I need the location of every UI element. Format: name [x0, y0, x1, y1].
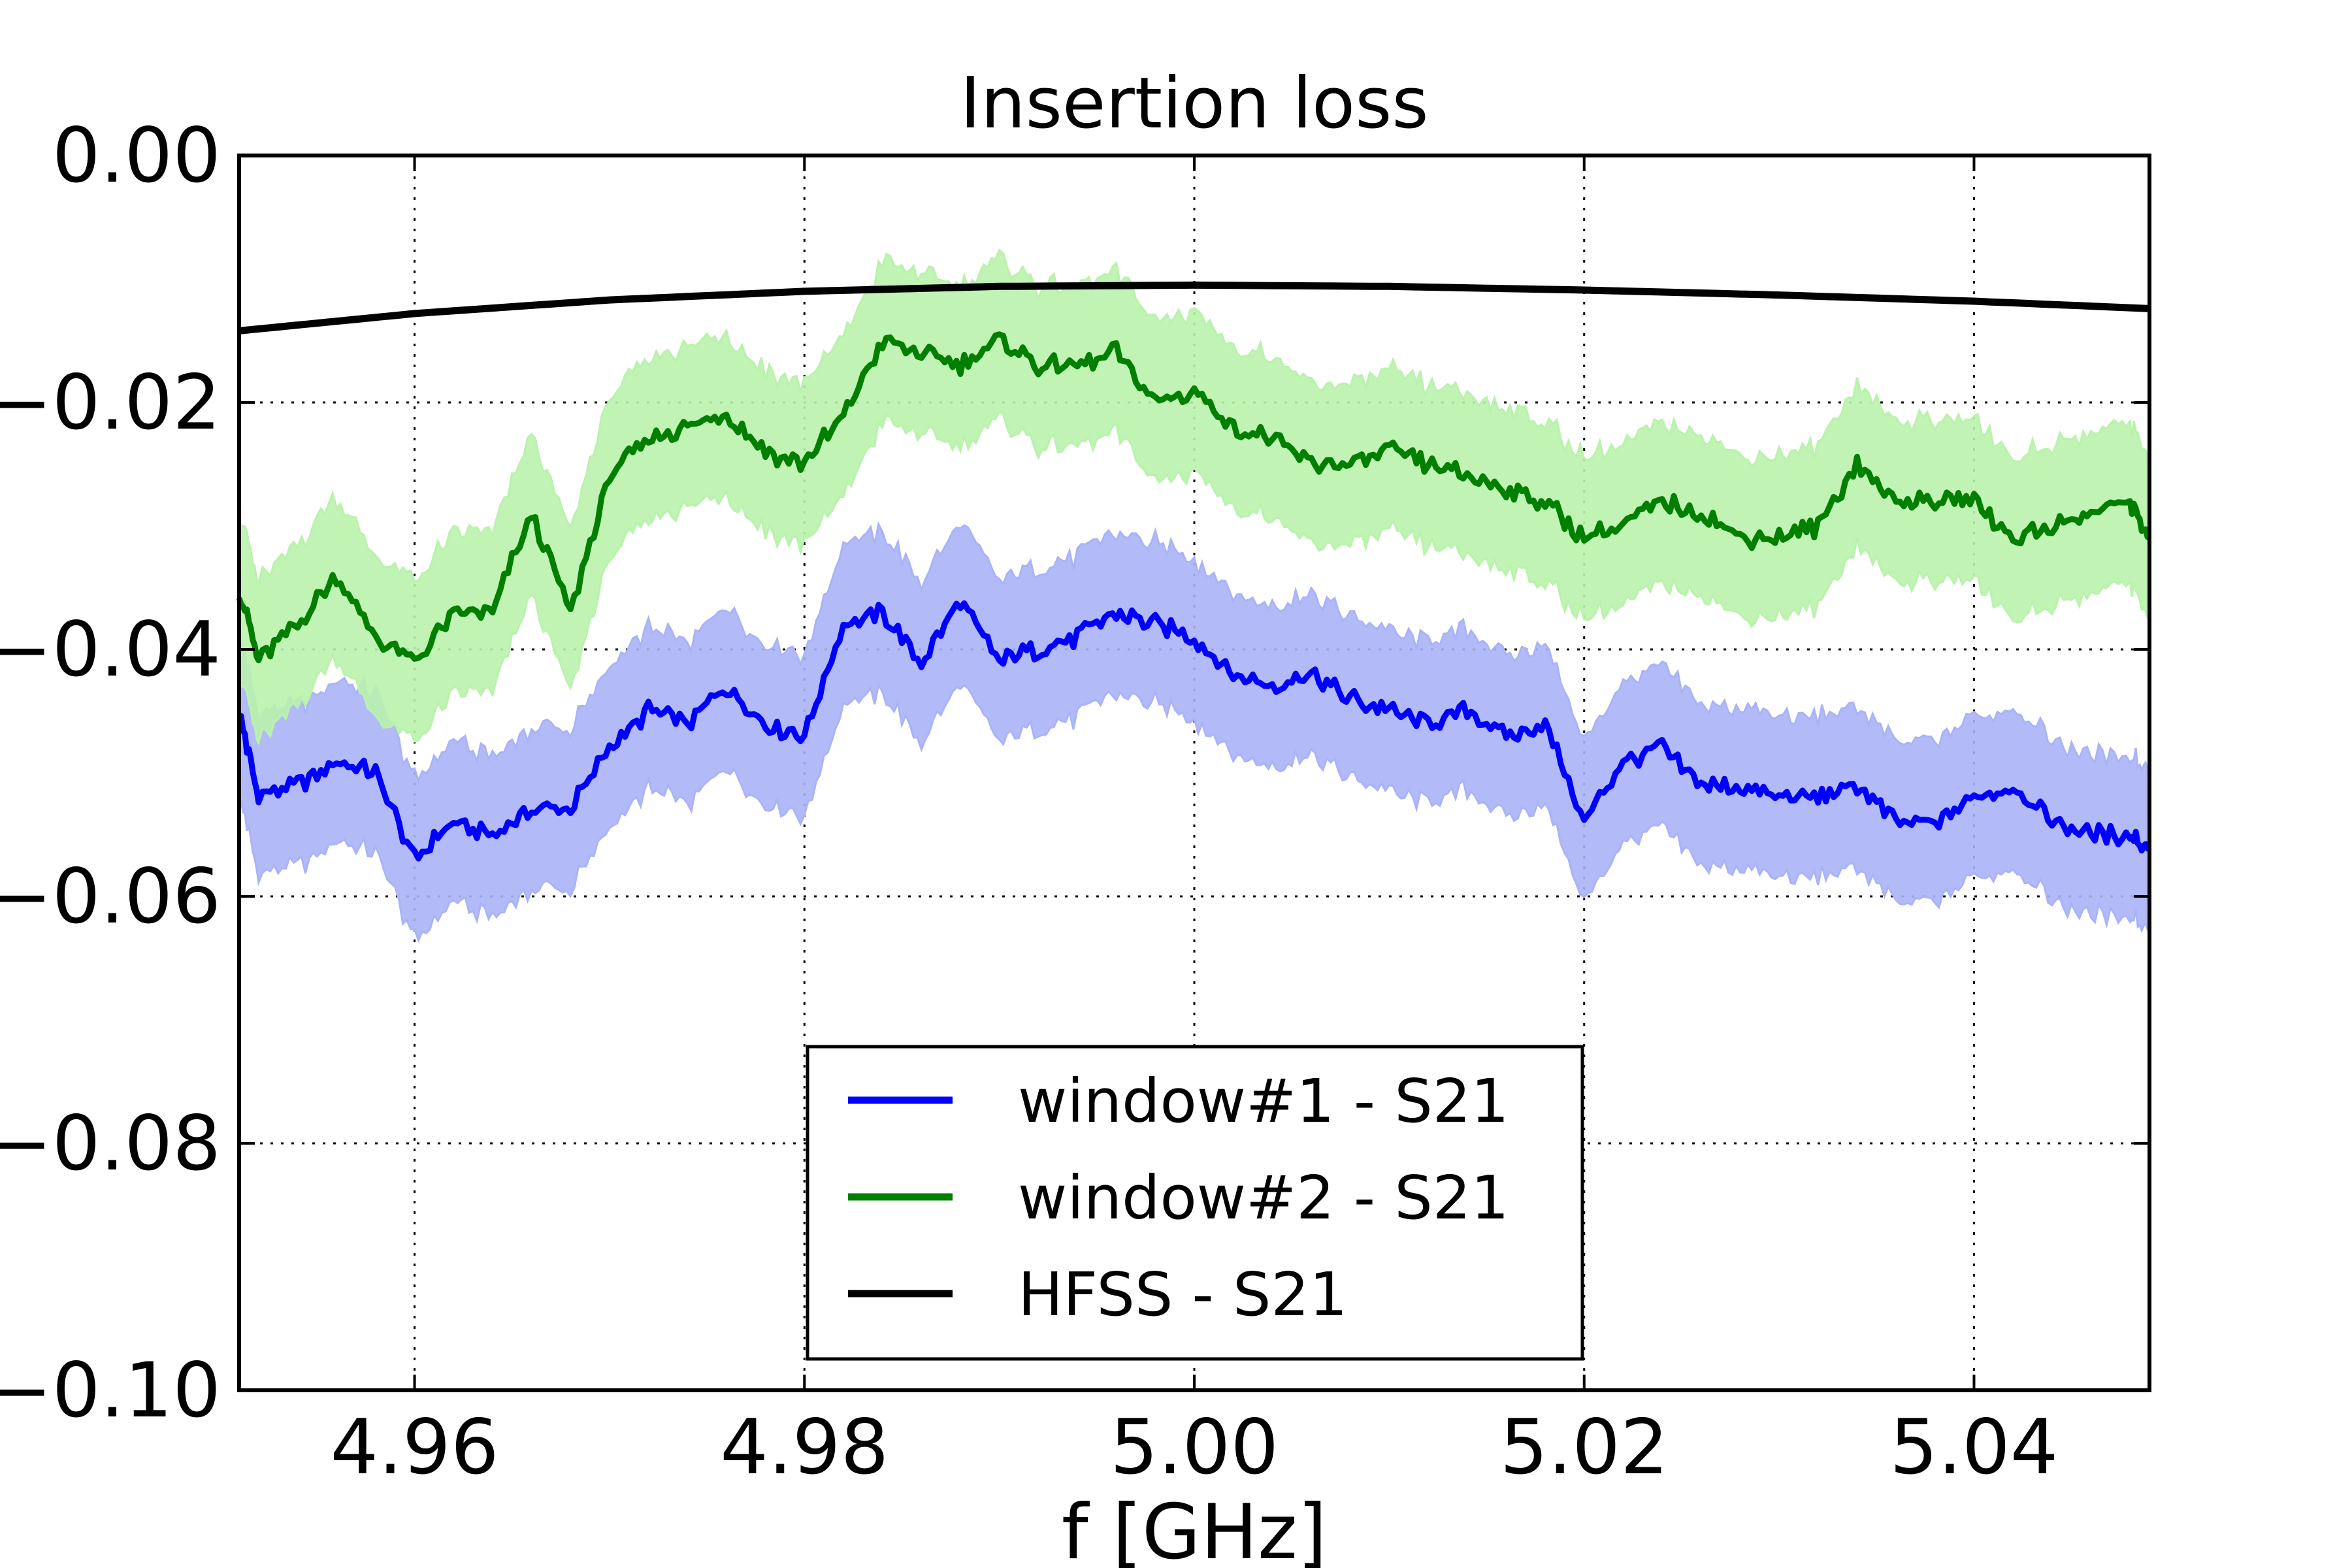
axis-ticks: 4.96 4.98 5.00 5.02 5.04 0.00 −0.02 −0.04 −0.06 −…	[0, 112, 2149, 1492]
legend-label: window#2 - S21	[1018, 1163, 1509, 1233]
x-tick-label: 4.98	[720, 1403, 889, 1492]
series-line	[238, 281, 2150, 335]
y-tick-label: −0.02	[0, 359, 221, 447]
legend: window#1 - S21 window#2 - S21 HFSS - S21	[806, 1045, 1584, 1361]
y-tick-label: −0.08	[0, 1100, 221, 1188]
y-tick-label: −0.04	[0, 606, 221, 694]
x-tick-label: 5.00	[1110, 1403, 1279, 1492]
legend-label: HFSS - S21	[1018, 1260, 1347, 1330]
x-axis-label: f [GHz]	[1062, 1488, 1327, 1568]
x-tick-label: 5.02	[1500, 1403, 1669, 1492]
x-tick-label: 4.96	[330, 1403, 498, 1492]
y-tick-label: −0.06	[0, 853, 221, 941]
chart-title: Insertion loss	[960, 63, 1428, 144]
x-tick-label: 5.04	[1889, 1403, 2058, 1492]
series-lines	[236, 281, 2151, 862]
y-tick-label: −0.10	[0, 1347, 221, 1435]
y-tick-label: 0.00	[52, 112, 221, 200]
series-line	[236, 331, 2151, 664]
series-line	[237, 600, 2151, 862]
legend-label: window#1 - S21	[1018, 1066, 1509, 1136]
